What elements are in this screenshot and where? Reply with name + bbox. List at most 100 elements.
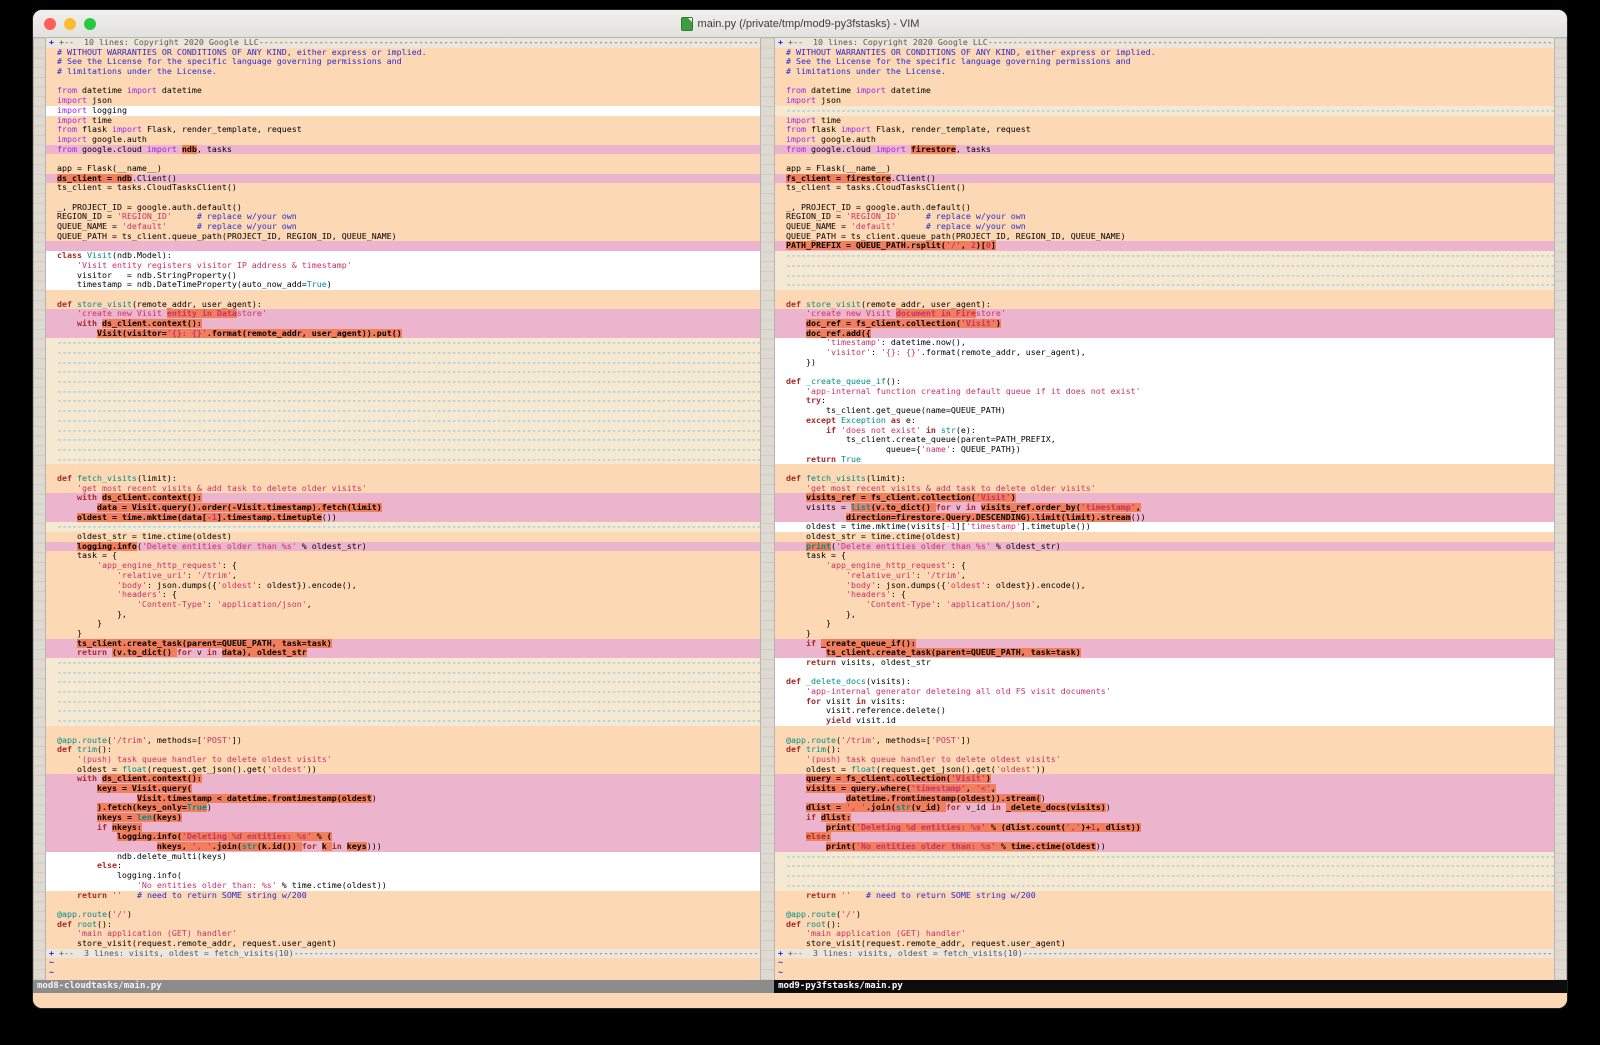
- code-line: oldest = time.mktime(data[-1].timestamp.…: [46, 512, 760, 523]
- code-line: @app.route('/trim', methods=['POST']): [46, 735, 760, 746]
- code-line: [46, 289, 760, 300]
- zoom-button[interactable]: [84, 17, 96, 30]
- status-bar-right: mod9-py3fstasks/main.py: [774, 980, 1567, 993]
- code-line: ----------------------------------------…: [46, 706, 760, 717]
- code-line: with ds_client.context():: [46, 493, 760, 503]
- code-line: def fetch_visits(limit):: [46, 473, 760, 484]
- left-editor-pane[interactable]: + +-- 10 lines: Copyright 2020 Google LL…: [46, 38, 760, 980]
- code-line: if dlist:: [775, 813, 1554, 823]
- code-line: REGION_ID = 'REGION_ID' # replace w/your…: [775, 212, 1554, 223]
- code-line: def trim():: [775, 745, 1554, 755]
- code-line: ----------------------------------------…: [46, 377, 760, 387]
- code-line: def root():: [775, 919, 1554, 930]
- right-scrollbar[interactable]: [1554, 38, 1567, 980]
- code-line: # WITHOUT WARRANTIES OR CONDITIONS OF AN…: [775, 47, 1554, 58]
- code-line: task = {: [775, 551, 1554, 562]
- code-line: oldest = time.mktime(visits[-1]['timesta…: [775, 522, 1554, 533]
- code-line: ----------------------------------------…: [46, 716, 760, 726]
- code-line: ----------------------------------------…: [46, 658, 760, 668]
- code-line: def store_visit(remote_addr, user_agent)…: [775, 299, 1554, 310]
- code-line: # limitations under the License.: [46, 67, 760, 77]
- code-line: + +-- 3 lines: visits, oldest = fetch_vi…: [775, 948, 1554, 959]
- code-line: ~: [775, 968, 1554, 978]
- code-line: 'body': json.dumps({'oldest': oldest}).e…: [46, 580, 760, 591]
- code-line: [46, 241, 760, 252]
- code-line: from flask import Flask, render_template…: [46, 125, 760, 135]
- code-line: from datetime import datetime: [775, 86, 1554, 97]
- code-line: 'headers': {: [46, 590, 760, 600]
- code-line: # limitations under the License.: [775, 67, 1554, 77]
- code-line: direction=firestore.Query.DESCENDING).li…: [775, 512, 1554, 523]
- code-line: print('No entities older than: %s' % tim…: [775, 842, 1554, 852]
- code-line: # See the License for the specific langu…: [46, 57, 760, 68]
- code-line: 'app_engine_http_request': {: [46, 561, 760, 571]
- code-line: }: [46, 628, 760, 639]
- code-line: ----------------------------------------…: [46, 406, 760, 416]
- code-line: [775, 289, 1554, 300]
- document-icon: [680, 16, 693, 31]
- split-separator-scrollbar[interactable]: [760, 38, 775, 980]
- code-line: 'timestamp': datetime.now(),: [775, 338, 1554, 348]
- code-line: [46, 76, 760, 87]
- code-line: from datetime import datetime: [46, 86, 760, 97]
- code-line: }: [775, 619, 1554, 629]
- code-line: ----------------------------------------…: [775, 251, 1554, 261]
- status-bar-left: mod8-cloudtasks/main.py: [33, 980, 775, 993]
- close-button[interactable]: [44, 17, 56, 30]
- code-line: },: [46, 609, 760, 620]
- code-line: import time: [46, 115, 760, 126]
- code-line: keys = Visit.query(: [46, 783, 760, 794]
- code-line: return '' # need to return SOME string w…: [775, 890, 1554, 901]
- traffic-lights: [44, 17, 96, 30]
- code-line: [46, 464, 760, 474]
- code-line: 'No entities older than: %s' % time.ctim…: [46, 880, 760, 891]
- code-line: '(push) task queue handler to delete old…: [775, 754, 1554, 765]
- code-line: ----------------------------------------…: [775, 105, 1554, 116]
- code-line: def trim():: [46, 745, 760, 755]
- code-line: # See the License for the specific langu…: [775, 57, 1554, 68]
- code-line: 'Content-Type': 'application/json',: [46, 599, 760, 610]
- code-line: yield visit.id: [775, 716, 1554, 726]
- code-line: ----------------------------------------…: [46, 425, 760, 436]
- code-line: ----------------------------------------…: [775, 280, 1554, 290]
- code-line: visits = list(v.to_dict() for v in visit…: [775, 503, 1554, 513]
- code-line: def _delete_docs(visits):: [775, 677, 1554, 688]
- code-line: def fetch_visits(limit):: [775, 473, 1554, 484]
- minimize-button[interactable]: [64, 17, 76, 30]
- code-line: import time: [775, 115, 1554, 126]
- code-line: if 'does not exist' in str(e):: [775, 425, 1554, 436]
- code-line: 'relative_uri': '/trim',: [775, 570, 1554, 581]
- code-line: [775, 193, 1554, 203]
- code-line: nkeys = len(keys): [46, 813, 760, 823]
- code-line: ~: [46, 958, 760, 968]
- left-scrollbar[interactable]: [33, 38, 46, 980]
- code-line: import google.auth: [775, 134, 1554, 145]
- code-line: oldest = float(request.get_json().get('o…: [775, 764, 1554, 775]
- code-line: try:: [775, 396, 1554, 407]
- code-line: else:: [46, 861, 760, 872]
- code-line: QUEUE_NAME = 'default' # replace w/your …: [775, 222, 1554, 232]
- command-line[interactable]: [33, 993, 1567, 1008]
- code-line: ts_client = tasks.CloudTasksClient(): [775, 183, 1554, 193]
- code-line: 'visitor': '{}: {}'.format(remote_addr, …: [775, 348, 1554, 358]
- code-line: 'Content-Type': 'application/json',: [775, 599, 1554, 610]
- code-line: + +-- 10 lines: Copyright 2020 Google LL…: [775, 38, 1554, 48]
- code-line: else:: [775, 832, 1554, 843]
- code-line: 'create new Visit document in Firestore': [775, 309, 1554, 319]
- code-line: nkeys, ', '.join(str(k.id()) for k in ke…: [46, 842, 760, 852]
- right-editor-pane[interactable]: + +-- 10 lines: Copyright 2020 Google LL…: [775, 38, 1554, 980]
- code-line: }: [46, 619, 760, 629]
- code-line: 'relative_uri': '/trim',: [46, 570, 760, 581]
- code-line: ----------------------------------------…: [775, 871, 1554, 881]
- code-line: query = fs_client.collection('Visit'): [775, 774, 1554, 784]
- code-line: ----------------------------------------…: [46, 687, 760, 697]
- code-line: @app.route('/trim', methods=['POST']): [775, 735, 1554, 746]
- code-line: + +-- 10 lines: Copyright 2020 Google LL…: [46, 38, 760, 48]
- code-line: fs_client = firestore.Client(): [775, 173, 1554, 184]
- code-line: with ds_client.context():: [46, 774, 760, 784]
- code-line: queue={'name': QUEUE_PATH}): [775, 444, 1554, 455]
- code-line: import google.auth: [46, 134, 760, 145]
- code-line: def root():: [46, 919, 760, 930]
- code-line: def store_visit(remote_addr, user_agent)…: [46, 299, 760, 310]
- code-line: ts_client.create_queue(parent=PATH_PREFI…: [775, 435, 1554, 445]
